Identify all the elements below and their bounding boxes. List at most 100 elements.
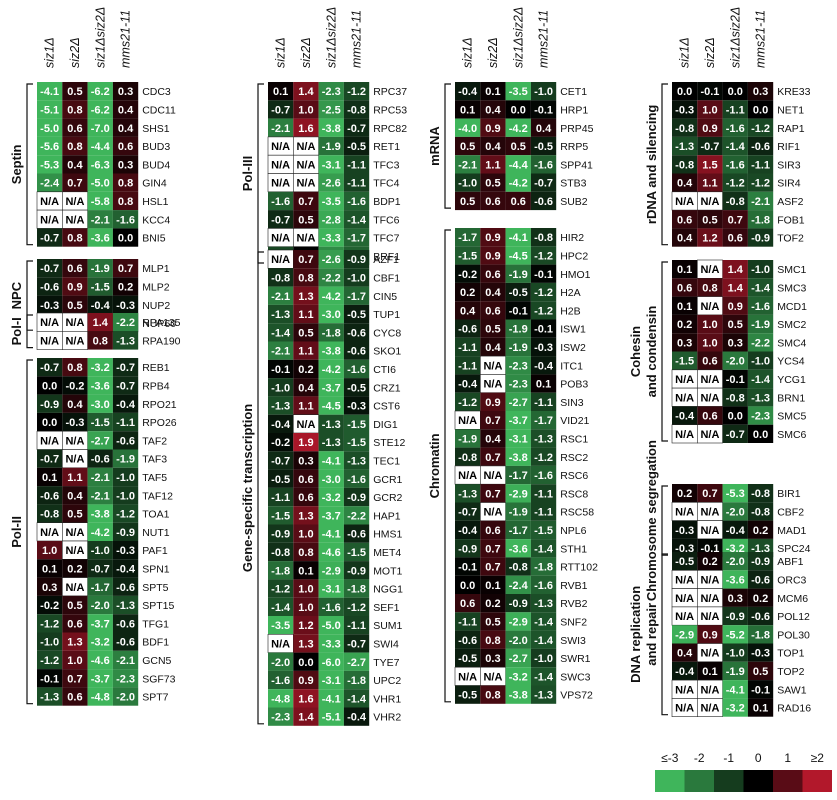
heatmap-cell (37, 136, 63, 156)
heatmap-cell (697, 136, 723, 156)
heatmap-cell (747, 136, 774, 156)
heatmap-cell (112, 173, 139, 192)
cell-value-label: -4.1 (509, 232, 528, 244)
heatmap-cell (268, 191, 294, 211)
heatmap-cell (318, 542, 344, 562)
heatmap-cell (343, 542, 370, 562)
heatmap-cell (343, 524, 370, 543)
heatmap-cell (530, 191, 557, 211)
cell-value-label: 0.0 (511, 104, 526, 116)
gene-label: PRP45 (560, 123, 593, 135)
gene-label: HIR2 (560, 232, 584, 244)
column-header: siz1Δsiz2Δ (93, 7, 107, 68)
heatmap-cell (480, 118, 506, 137)
heatmap-cell (530, 465, 557, 485)
cell-value-label: -1.3 (322, 419, 341, 431)
heatmap-cell (268, 341, 294, 360)
cell-value-label: N/A (65, 214, 84, 226)
heatmap-cell (747, 643, 774, 662)
cell-value-label: 0.4 (485, 141, 501, 153)
cell-value-label: N/A (675, 611, 694, 623)
cell-value-label: -0.7 (91, 563, 110, 575)
cell-value-label: -0.5 (347, 382, 366, 394)
heatmap-cell (672, 260, 698, 279)
legend-swatch (802, 770, 832, 792)
cell-value-label: 0.3 (42, 582, 57, 594)
heatmap-cell (343, 689, 370, 708)
cell-value-label: N/A (271, 178, 290, 190)
heatmap-cell (697, 155, 723, 174)
cell-value-label: -0.2 (40, 600, 59, 612)
heatmap-cell (505, 228, 531, 247)
heatmap-cell (697, 552, 723, 571)
gene-label: CYC8 (373, 327, 401, 339)
heatmap-cell (37, 614, 63, 633)
heatmap-cell (672, 406, 698, 425)
cell-value-label: -1.4 (534, 543, 554, 555)
heatmap-cell (343, 487, 370, 507)
group-bracket (26, 359, 33, 705)
heatmap-cell (747, 351, 774, 370)
cell-value-label: -4.6 (322, 547, 341, 559)
cell-value-label: -2.9 (322, 565, 341, 577)
heatmap-cell (505, 282, 531, 302)
group-bracket (444, 83, 451, 209)
cell-value-label: -5.2 (726, 629, 745, 641)
heatmap-cell (455, 374, 481, 393)
cell-value-label: -0.7 (458, 507, 477, 519)
cell-value-label: -0.1 (40, 673, 59, 685)
gene-label: H2B (560, 305, 580, 317)
heatmap-cell (480, 191, 506, 211)
cell-value-label: -1.5 (458, 250, 477, 262)
gene-label: KCC4 (142, 214, 170, 226)
cell-value-label: -0.7 (726, 429, 745, 441)
heatmap-cell (722, 388, 748, 407)
heatmap-cell (747, 388, 774, 407)
cell-value-label: N/A (271, 638, 290, 650)
heatmap-cell (343, 396, 370, 415)
cell-value-label: N/A (65, 435, 84, 447)
cell-value-label: 0.4 (67, 399, 83, 411)
heatmap-cell (343, 228, 370, 247)
heatmap-cell (480, 484, 506, 503)
cell-value-label: -1.1 (347, 178, 366, 190)
cell-value-label: -3.8 (322, 346, 341, 358)
cell-value-label: -1.5 (347, 437, 366, 449)
heatmap-cell (318, 173, 344, 192)
gene-label: HRP1 (560, 104, 588, 116)
heatmap-cell (747, 484, 774, 503)
gene-label: GCR2 (373, 492, 402, 504)
heatmap-cell (62, 136, 88, 156)
cell-value-label: 0.9 (67, 281, 82, 293)
cell-value-label: 0.6 (67, 618, 82, 630)
cell-value-label: -1.6 (751, 301, 770, 313)
cell-value-label: 0.6 (67, 263, 82, 275)
heatmap-cell (87, 191, 113, 211)
heatmap-cell (343, 323, 370, 342)
heatmap-cell (62, 277, 88, 296)
heatmap-cell (343, 579, 370, 598)
gene-label: STB3 (560, 178, 586, 190)
heatmap-cell (293, 579, 319, 598)
cell-value-label: -1.8 (271, 565, 290, 577)
cell-value-label: -1.8 (347, 584, 366, 596)
heatmap-cell (697, 314, 723, 334)
cell-value-label: -1.5 (347, 547, 366, 559)
heatmap-cell (505, 447, 531, 466)
heatmap-cell (722, 100, 748, 119)
heatmap-cell (505, 136, 531, 156)
cell-value-label: -0.1 (458, 562, 477, 574)
heatmap-cell (37, 394, 63, 413)
heatmap-cell (268, 451, 294, 470)
heatmap-cell (505, 557, 531, 576)
cell-value-label: N/A (700, 611, 719, 623)
cell-value-label: 0.2 (753, 593, 768, 605)
heatmap-cell (268, 210, 294, 229)
gene-label: HSL1 (142, 196, 168, 208)
heatmap-cell (480, 594, 506, 613)
heatmap-cell (62, 100, 88, 119)
heatmap-cell (455, 301, 481, 320)
heatmap-cell (455, 173, 481, 192)
heatmap-cell (112, 595, 139, 615)
cell-value-label: -1.2 (347, 86, 366, 98)
